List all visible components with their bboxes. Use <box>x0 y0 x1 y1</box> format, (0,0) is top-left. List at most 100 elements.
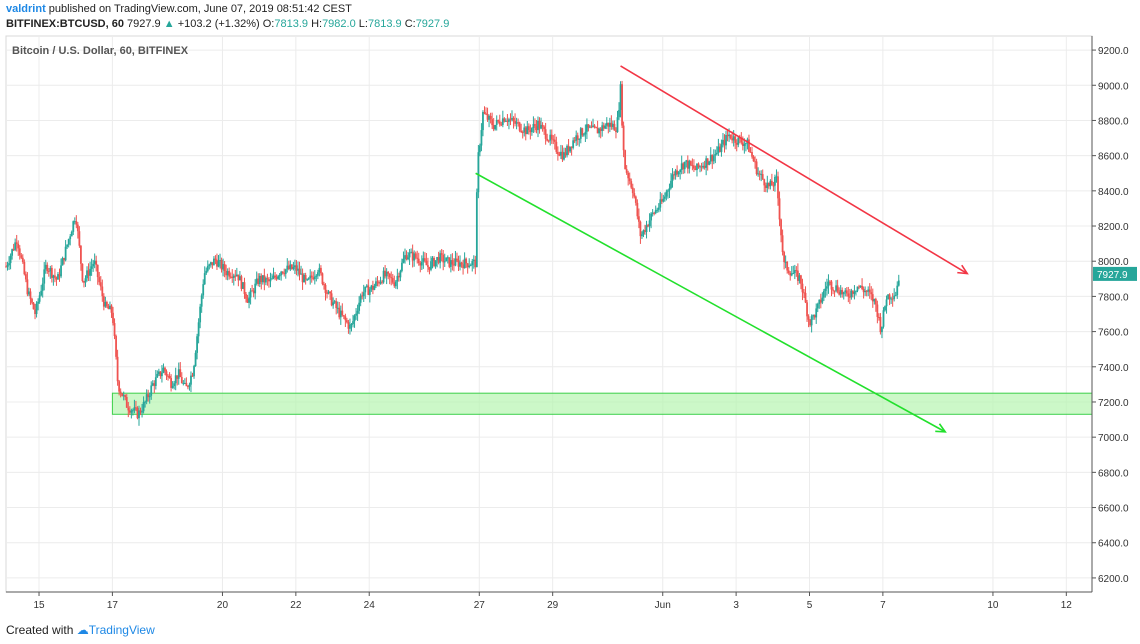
tradingview-link[interactable]: TradingView <box>88 623 155 637</box>
candle-body <box>584 131 587 135</box>
candle-body <box>180 377 183 384</box>
candle-body <box>287 265 290 270</box>
candle-body <box>699 166 701 168</box>
candle-body <box>494 124 497 130</box>
candle-body <box>673 174 675 176</box>
candle-body <box>133 407 136 411</box>
candle-body <box>491 119 494 126</box>
candle-body <box>164 367 166 372</box>
candle-body <box>764 185 767 188</box>
candle-body <box>784 261 787 263</box>
candle-body <box>168 376 171 378</box>
candle-body <box>183 382 186 384</box>
candle-body <box>667 190 669 192</box>
candle-body <box>709 154 712 162</box>
candle-body <box>517 122 520 124</box>
candle-body <box>657 207 660 210</box>
candle-body <box>599 128 602 131</box>
candle-body <box>881 326 883 333</box>
candle-body <box>245 294 247 299</box>
candle-body <box>34 309 36 315</box>
candle-body <box>246 298 249 303</box>
candle-body <box>621 84 623 126</box>
candle-body <box>475 192 478 268</box>
candle-body <box>555 141 558 152</box>
candle-body <box>407 257 409 260</box>
candle-body <box>8 263 10 266</box>
candle-body <box>352 321 354 325</box>
candle-body <box>665 191 668 197</box>
candle-body <box>321 273 324 284</box>
candle-body <box>593 125 596 128</box>
candle-body <box>824 288 827 291</box>
candle-body <box>833 290 836 292</box>
candle-body <box>431 257 434 262</box>
close-label: C: <box>404 18 416 30</box>
candle-body <box>815 308 818 318</box>
candle-body <box>122 395 125 397</box>
candle-body <box>58 274 61 277</box>
candle-body <box>260 275 263 283</box>
candle-body <box>23 262 26 275</box>
candle-body <box>434 260 437 267</box>
x-tick-label: 20 <box>217 600 229 611</box>
candle-body <box>537 120 539 131</box>
candle-body <box>732 136 735 141</box>
candle-body <box>135 407 137 409</box>
candle-body <box>864 290 867 293</box>
candle-body <box>167 375 169 377</box>
candle-body <box>826 286 828 289</box>
candle-body <box>509 119 512 121</box>
candle-body <box>101 286 104 297</box>
candle-body <box>556 151 559 155</box>
candle-body <box>810 316 813 326</box>
candle-body <box>173 383 176 387</box>
created-with-text: Created with <box>6 623 74 637</box>
footer: Created with ☁TradingView <box>6 623 155 637</box>
candle-body <box>816 303 819 309</box>
candle-body <box>18 248 21 256</box>
candle-body <box>637 216 640 222</box>
candle-body <box>342 315 345 317</box>
candle-body <box>723 139 726 146</box>
candle-body <box>795 270 798 272</box>
candle-body <box>530 128 533 133</box>
candle-body <box>520 130 523 133</box>
candle-body <box>391 278 394 283</box>
candle-body <box>729 134 732 139</box>
candle-body <box>283 273 286 275</box>
candle-body <box>226 271 229 276</box>
candle-body <box>362 292 365 297</box>
candle-body <box>15 242 18 244</box>
candle-body <box>498 121 501 125</box>
candle-body <box>596 127 599 134</box>
candle-body <box>275 277 278 279</box>
candle-body <box>616 117 619 133</box>
candle-body <box>428 266 431 270</box>
candle-body <box>223 264 226 271</box>
x-tick-label: 7 <box>880 600 886 611</box>
candle-body <box>382 270 385 283</box>
candle-body <box>128 410 131 413</box>
candle-body <box>474 259 477 268</box>
candle-body <box>80 245 82 264</box>
candle-body <box>653 212 656 214</box>
candle-body <box>281 271 284 274</box>
candle-body <box>534 124 536 127</box>
candle-body <box>315 275 318 277</box>
author-link[interactable]: valdrint <box>6 3 46 15</box>
candle-body <box>185 382 188 387</box>
y-tick-label: 8000.0 <box>1098 257 1129 268</box>
candle-body <box>213 258 215 266</box>
candle-body <box>891 298 894 300</box>
candle-body <box>518 122 521 131</box>
candle-body <box>544 129 547 139</box>
y-tick-label: 6800.0 <box>1098 468 1129 479</box>
candle-body <box>827 281 830 287</box>
candle-body <box>12 249 15 251</box>
candle-body <box>774 177 776 186</box>
resistance-arrowhead-icon <box>957 264 969 275</box>
candle-body <box>98 277 101 283</box>
candle-body <box>38 295 41 302</box>
